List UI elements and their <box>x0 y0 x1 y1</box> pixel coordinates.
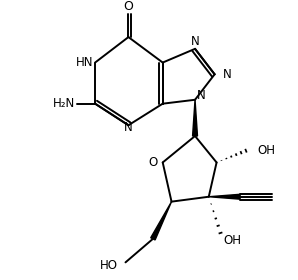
Text: N: N <box>223 68 231 81</box>
Text: O: O <box>148 156 158 169</box>
Text: N: N <box>124 121 133 134</box>
Text: N: N <box>191 36 199 48</box>
Text: HO: HO <box>100 259 118 272</box>
Polygon shape <box>151 202 172 240</box>
Polygon shape <box>209 194 240 199</box>
Text: OH: OH <box>258 144 276 157</box>
Polygon shape <box>193 100 198 136</box>
Text: OH: OH <box>224 234 241 247</box>
Text: N: N <box>197 89 206 102</box>
Text: H₂N: H₂N <box>53 97 75 110</box>
Text: O: O <box>123 0 134 13</box>
Text: HN: HN <box>76 56 93 69</box>
